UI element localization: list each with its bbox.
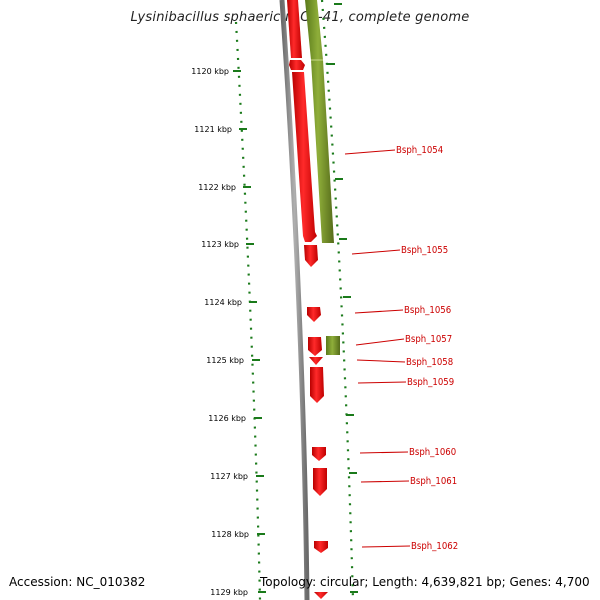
scale-tick-label: 1122 kbp — [198, 183, 236, 192]
gene-feature-green-small[interactable] — [326, 336, 340, 355]
scale-tick-label: 1123 kbp — [201, 240, 239, 249]
gene-feature-red[interactable] — [314, 592, 328, 599]
scale-tick-label: 1128 kbp — [211, 530, 249, 539]
scale-tick-label: 1125 kbp — [206, 356, 244, 365]
gene-label[interactable]: Bsph_1057 — [405, 334, 452, 345]
gene-label[interactable]: Bsph_1054 — [396, 145, 443, 156]
gene-feature-green[interactable] — [305, 0, 334, 243]
gene-feature-red[interactable] — [292, 72, 317, 242]
gene-feature-red[interactable] — [307, 307, 321, 322]
genome-summary-text: Topology: circular; Length: 4,639,821 bp… — [260, 575, 590, 589]
gene-label[interactable]: Bsph_1058 — [406, 357, 453, 368]
gene-feature-red[interactable] — [310, 367, 324, 403]
gene-feature-red[interactable] — [309, 357, 323, 365]
gene-label[interactable]: Bsph_1059 — [407, 377, 454, 388]
gene-feature-red[interactable] — [312, 447, 326, 461]
gene-feature-red[interactable] — [287, 0, 302, 58]
accession-text: Accession: NC_010382 — [9, 575, 146, 589]
gene-label-leaders — [344, 149, 411, 548]
scale-track — [234, 21, 262, 600]
gene-label[interactable]: Bsph_1062 — [411, 541, 458, 552]
gene-feature-red[interactable] — [289, 60, 305, 70]
scale-tick-label: 1126 kbp — [208, 414, 246, 423]
scale-tick-label: 1120 kbp — [191, 67, 229, 76]
gene-label[interactable]: Bsph_1055 — [401, 245, 448, 256]
scale-ticks — [233, 3, 358, 593]
scale-tick-label: 1127 kbp — [210, 472, 248, 481]
gene-label[interactable]: Bsph_1061 — [410, 476, 457, 487]
scale-tick-label: 1124 kbp — [204, 298, 242, 307]
genome-backbone — [279, 0, 310, 600]
map-title: Lysinibacillus sphaericus C3-41, complet… — [130, 10, 470, 25]
gene-feature-red[interactable] — [313, 468, 327, 496]
gene-label[interactable]: Bsph_1060 — [409, 447, 456, 458]
scale-tick-label: 1129 kbp — [210, 588, 248, 597]
scale-tick-label: 1121 kbp — [194, 125, 232, 134]
gene-feature-red[interactable] — [308, 337, 322, 356]
outer-track — [320, 0, 355, 600]
gene-feature-red[interactable] — [304, 245, 318, 267]
gene-label[interactable]: Bsph_1056 — [404, 305, 451, 316]
gene-feature-red[interactable] — [314, 541, 328, 553]
